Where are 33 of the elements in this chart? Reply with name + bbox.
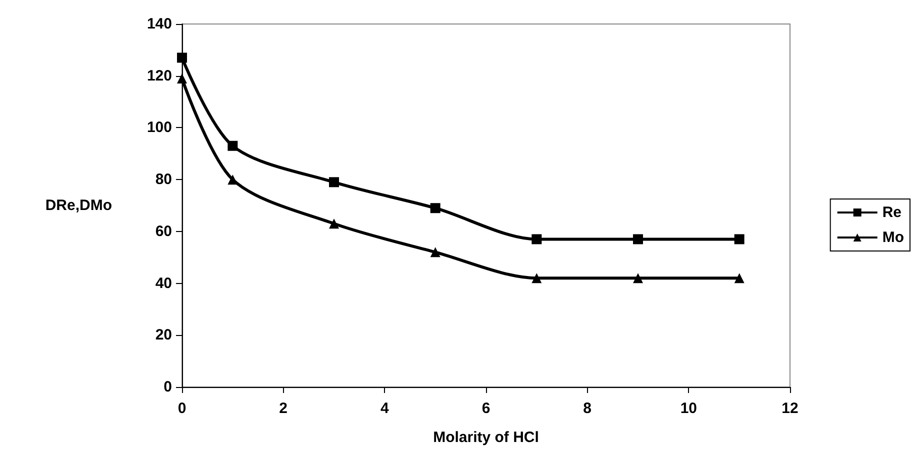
y-tick-label: 20 <box>155 326 172 344</box>
point <box>734 234 744 244</box>
point <box>532 234 542 244</box>
point <box>329 218 339 229</box>
point <box>329 177 339 188</box>
x-tick-label: 4 <box>380 400 390 417</box>
x-tick-label: 6 <box>482 400 490 417</box>
x-tick-label: 2 <box>279 400 288 417</box>
point <box>532 273 542 284</box>
point <box>430 203 440 214</box>
point <box>177 73 187 84</box>
y-tick-label: 140 <box>146 16 172 32</box>
y-tick-label: 0 <box>164 378 172 396</box>
x-tick-label: 10 <box>680 400 698 417</box>
x-tick-label: 8 <box>583 400 592 417</box>
point <box>228 140 238 151</box>
x-tick-label: 12 <box>782 400 798 417</box>
legend-label: Mo <box>882 229 904 246</box>
point <box>734 273 744 284</box>
point <box>430 247 440 258</box>
y-tick-label: 60 <box>155 222 172 240</box>
legend-label: Re <box>882 204 902 221</box>
point <box>633 273 643 284</box>
point <box>633 234 643 244</box>
x-axis-title: Molarity of HCl <box>433 429 539 446</box>
y-axis-title: DRe,DMo <box>45 197 112 214</box>
y-tick-label: 100 <box>146 119 172 136</box>
y-tick-label: 40 <box>155 274 172 292</box>
y-tick-label: 80 <box>155 171 172 188</box>
x-tick-label: 0 <box>178 400 186 417</box>
point <box>177 52 187 63</box>
point <box>228 174 238 185</box>
y-tick-label: 120 <box>146 67 172 84</box>
